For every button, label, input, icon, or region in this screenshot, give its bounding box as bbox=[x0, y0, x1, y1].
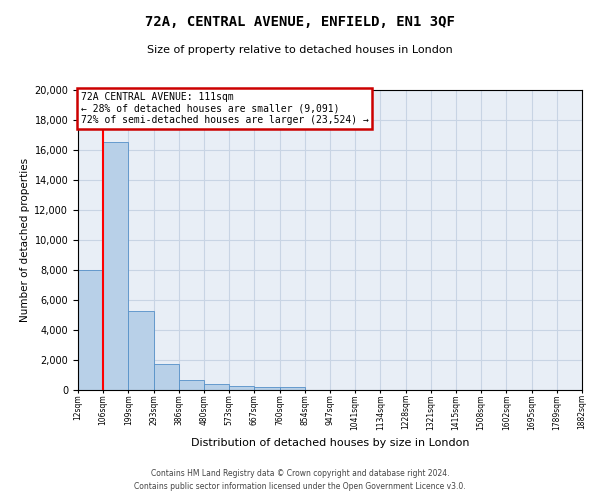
X-axis label: Distribution of detached houses by size in London: Distribution of detached houses by size … bbox=[191, 438, 469, 448]
Bar bbox=[280, 387, 305, 390]
Y-axis label: Number of detached properties: Number of detached properties bbox=[20, 158, 30, 322]
Bar bbox=[179, 380, 204, 390]
Bar bbox=[229, 386, 254, 390]
Bar bbox=[154, 364, 179, 390]
Bar bbox=[103, 142, 128, 390]
Text: Contains public sector information licensed under the Open Government Licence v3: Contains public sector information licen… bbox=[134, 482, 466, 491]
Bar bbox=[254, 387, 280, 390]
Text: 72A, CENTRAL AVENUE, ENFIELD, EN1 3QF: 72A, CENTRAL AVENUE, ENFIELD, EN1 3QF bbox=[145, 15, 455, 29]
Text: 72A CENTRAL AVENUE: 111sqm
← 28% of detached houses are smaller (9,091)
72% of s: 72A CENTRAL AVENUE: 111sqm ← 28% of deta… bbox=[80, 92, 368, 124]
Text: Contains HM Land Registry data © Crown copyright and database right 2024.: Contains HM Land Registry data © Crown c… bbox=[151, 468, 449, 477]
Bar bbox=[128, 310, 154, 390]
Text: Size of property relative to detached houses in London: Size of property relative to detached ho… bbox=[147, 45, 453, 55]
Bar bbox=[78, 270, 103, 390]
Bar bbox=[204, 384, 229, 390]
